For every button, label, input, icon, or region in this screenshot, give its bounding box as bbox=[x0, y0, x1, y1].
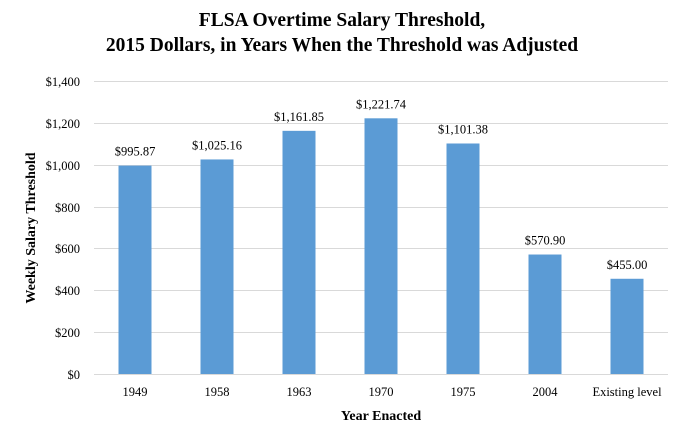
data-label: $1,101.38 bbox=[438, 122, 488, 136]
bar bbox=[446, 143, 480, 374]
y-axis-ticks: $0 $200 $400 $600 $800 $1,000 $1,200 $1,400 bbox=[46, 75, 80, 382]
data-label: $455.00 bbox=[607, 258, 648, 272]
chart-title: FLSA Overtime Salary Threshold, bbox=[199, 10, 486, 31]
x-tick-label: 1949 bbox=[123, 385, 148, 399]
x-axis-ticks: 1949 1958 1963 1970 1975 2004 Existing level bbox=[123, 385, 663, 399]
bar bbox=[118, 165, 152, 374]
data-label: $1,161.85 bbox=[274, 110, 324, 124]
data-label: $1,025.16 bbox=[192, 138, 242, 152]
bar bbox=[282, 130, 316, 374]
data-labels: $995.87 $1,025.16 $1,161.85 $1,221.74 $1,101… bbox=[115, 97, 648, 271]
y-tick-label: $0 bbox=[68, 368, 81, 382]
x-tick-label: 1970 bbox=[369, 385, 394, 399]
y-tick-label: $1,400 bbox=[46, 75, 80, 89]
bar bbox=[610, 278, 644, 374]
bar bbox=[200, 159, 234, 374]
x-axis-title: Year Enacted bbox=[341, 409, 421, 424]
y-tick-label: $1,000 bbox=[46, 159, 80, 173]
y-tick-label: $600 bbox=[55, 242, 80, 256]
x-tick-label: 1963 bbox=[287, 385, 312, 399]
data-label: $570.90 bbox=[525, 234, 566, 248]
x-tick-label: Existing level bbox=[592, 385, 662, 399]
chart-subtitle: 2015 Dollars, in Years When the Threshol… bbox=[106, 35, 578, 56]
bars bbox=[118, 118, 644, 374]
bar bbox=[528, 254, 562, 374]
x-tick-label: 1975 bbox=[451, 385, 476, 399]
y-tick-label: $1,200 bbox=[46, 117, 80, 131]
y-tick-label: $400 bbox=[55, 284, 80, 298]
data-label: $995.87 bbox=[115, 145, 156, 159]
y-tick-label: $200 bbox=[55, 326, 80, 340]
data-label: $1,221.74 bbox=[356, 97, 407, 111]
y-tick-label: $800 bbox=[55, 201, 80, 215]
y-axis-title: Weekly Salary Threshold bbox=[24, 152, 39, 303]
bar bbox=[364, 118, 398, 374]
x-tick-label: 2004 bbox=[533, 385, 559, 399]
x-tick-label: 1958 bbox=[205, 385, 230, 399]
